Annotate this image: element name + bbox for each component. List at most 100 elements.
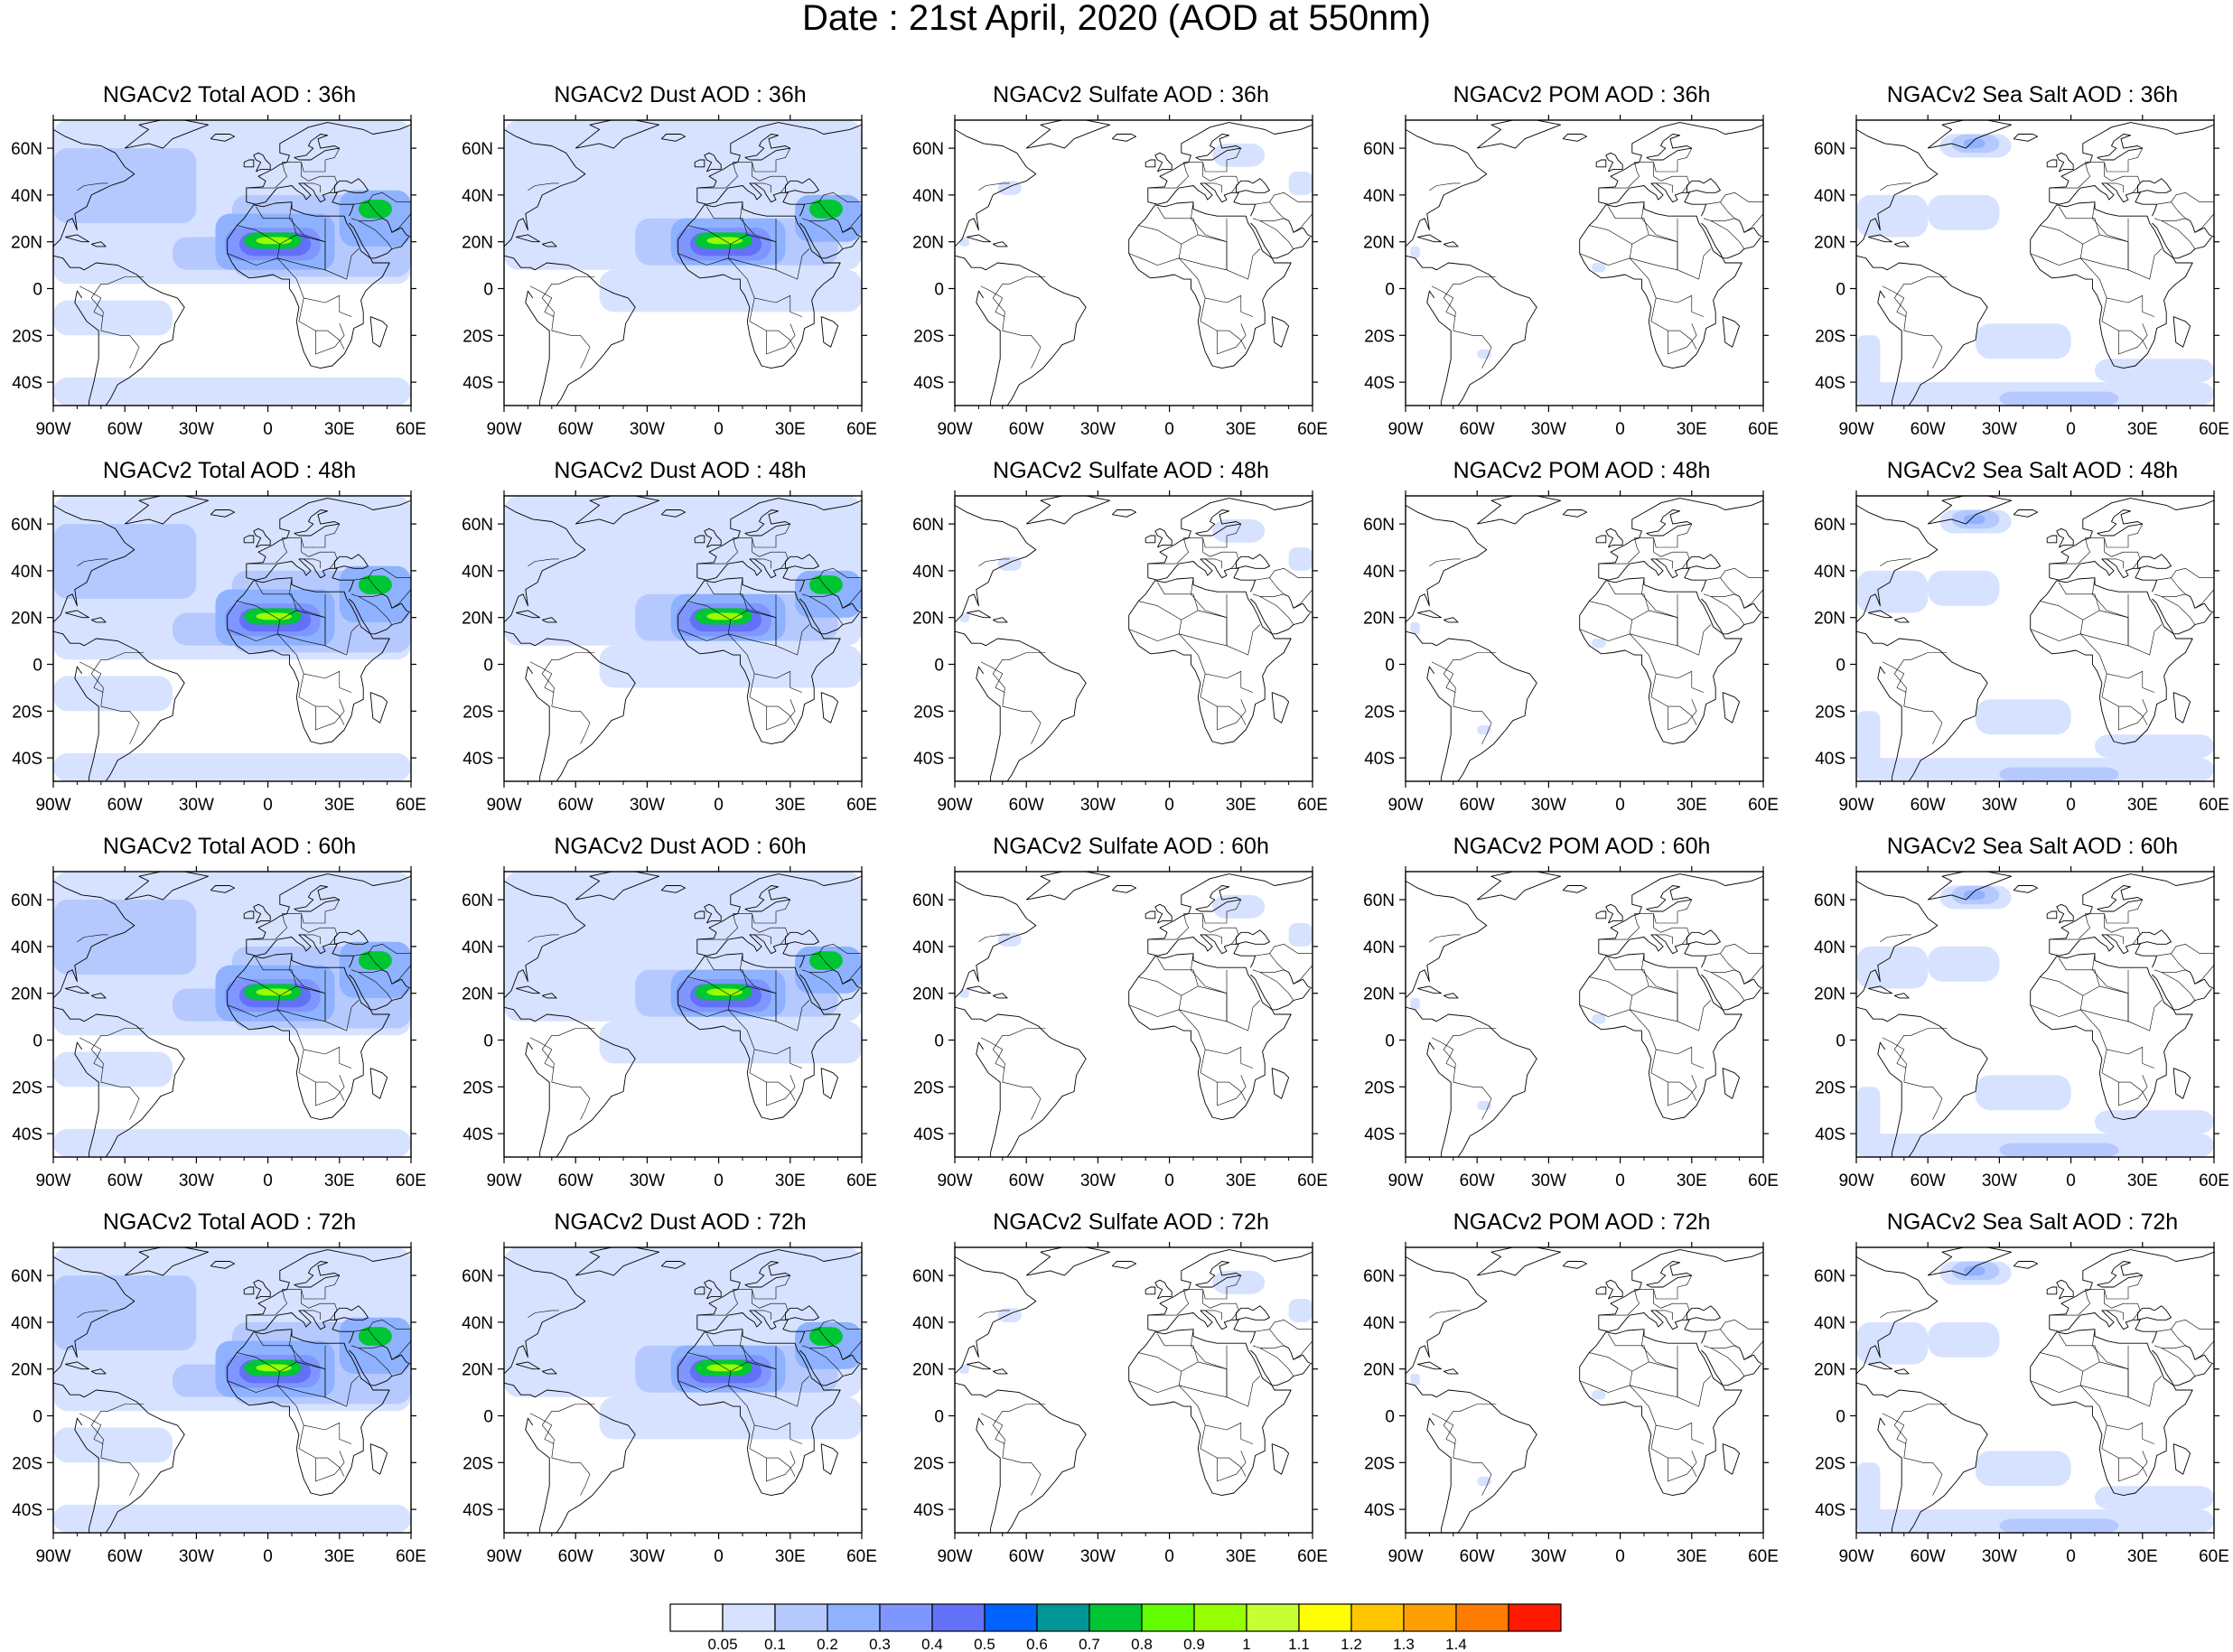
coastline	[1868, 985, 1893, 994]
coastline	[2049, 873, 2214, 954]
aod-region	[599, 269, 862, 313]
aod-region	[997, 181, 1022, 195]
coastlines	[1856, 496, 2214, 781]
lat-tick-label: 40S	[1815, 374, 1845, 393]
aod-shading	[504, 496, 862, 781]
lat-tick-label: 20N	[462, 610, 493, 629]
coastline	[294, 885, 341, 912]
country-border	[1720, 944, 1763, 985]
aod-region	[53, 377, 411, 406]
lon-tick-label: 30E	[1677, 796, 1707, 815]
lat-tick-label: 20S	[12, 1078, 42, 1097]
aod-region	[997, 556, 1022, 571]
coastlines	[955, 496, 1313, 781]
lon-tick-label: 60W	[558, 796, 593, 815]
coastline	[2056, 527, 2074, 548]
aod-region	[1963, 1265, 1985, 1276]
coastline	[65, 234, 90, 243]
map-frame	[503, 495, 863, 782]
coastline	[246, 122, 411, 202]
coastline	[1195, 1261, 1242, 1288]
country-border	[1147, 899, 1242, 940]
coastline	[65, 1361, 90, 1370]
map-panel-seasalt-36h: NGACv2 Sea Salt AOD : 36h 90W 60W 30W 0 30E 60…	[1803, 81, 2233, 452]
country-border	[276, 620, 352, 693]
country-border	[301, 913, 338, 945]
aod-region	[1999, 767, 2119, 781]
coastline	[53, 1006, 185, 1157]
lon-tick-label: 60E	[1297, 1171, 1328, 1190]
coastline	[53, 129, 135, 247]
coastline	[2185, 593, 2214, 613]
country-border	[1677, 1345, 1712, 1407]
colorbar-box	[1298, 1603, 1352, 1632]
coastline	[820, 1068, 839, 1099]
country-border	[1653, 1289, 1690, 1321]
map-frame	[1405, 1246, 1764, 1534]
country-border	[1453, 1081, 1492, 1120]
country-border	[1002, 1081, 1042, 1120]
aod-map: 90W 60W 30W 0 30E 60E 60N 40N 20N 0 20S 40S	[1814, 1242, 2229, 1566]
aod-region	[1477, 1100, 1492, 1111]
coastline	[349, 222, 409, 259]
coastline	[1406, 881, 1488, 999]
colorbar-label: 0.9	[1183, 1636, 1205, 1652]
colorbar-box	[1455, 1603, 1509, 1632]
coastline	[227, 1329, 390, 1497]
lon-tick-label: 90W	[1838, 1547, 1873, 1566]
colorbar-box	[1246, 1603, 1300, 1632]
coastline	[2152, 974, 2212, 1011]
country-border	[1677, 218, 1712, 280]
coastline	[2046, 910, 2058, 919]
panel-title: NGACv2 Sulfate AOD : 36h	[993, 82, 1269, 107]
country-border	[2171, 944, 2214, 985]
lat-tick-label: 60N	[1363, 516, 1395, 535]
coastline	[993, 617, 1008, 623]
coastline	[253, 152, 271, 173]
coastline	[799, 222, 860, 259]
country-border	[1641, 953, 1678, 994]
panel-title: NGACv2 Dust AOD : 72h	[554, 1209, 807, 1235]
country-border	[1431, 1413, 1456, 1444]
coastline	[744, 885, 791, 912]
country-border	[551, 330, 591, 369]
lat-tick-label: 40S	[1364, 374, 1395, 393]
lat-tick-label: 60N	[1363, 140, 1395, 159]
panel-title: NGACv2 Sea Salt AOD : 72h	[1886, 1209, 2179, 1235]
coastline	[1426, 1417, 1452, 1533]
lon-tick-label: 0	[1615, 1547, 1625, 1566]
country-border	[749, 673, 796, 725]
lon-tick-label: 60E	[846, 420, 877, 439]
lat-tick-label: 40S	[462, 1125, 493, 1144]
coastline	[1236, 929, 1270, 945]
coastline	[2013, 1261, 2039, 1269]
lat-tick-label: 20N	[1363, 610, 1395, 629]
coastline	[955, 1256, 1037, 1375]
country-border	[541, 1404, 595, 1459]
coastline	[2172, 316, 2191, 348]
aod-region	[358, 575, 392, 594]
map-panel-pom-60h: NGACv2 POM AOD : 60h 90W 60W 30W 0 30E 60E 60N 4…	[1352, 833, 1804, 1203]
coastline	[2056, 152, 2074, 173]
lon-tick-label: 30W	[1531, 1547, 1566, 1566]
lon-tick-label: 30W	[1531, 1171, 1566, 1190]
coastline	[210, 1261, 236, 1269]
coastline	[1406, 255, 1537, 406]
country-border	[368, 192, 411, 233]
lat-tick-label: 0	[33, 1407, 42, 1426]
coastline	[1722, 1443, 1741, 1475]
aod-region	[53, 900, 197, 975]
lat-tick-label: 20N	[912, 610, 944, 629]
lat-tick-label: 40S	[913, 750, 944, 769]
map-panel-total-36h: NGACv2 Total AOD : 36h 90W 60W 30W 0 30E 60E 60…	[0, 81, 452, 452]
aod-region	[53, 300, 173, 336]
coastline	[246, 934, 355, 968]
country-border	[1641, 577, 1678, 618]
country-border	[289, 953, 326, 994]
country-border	[775, 1345, 810, 1407]
colorbar-label: 0.6	[1026, 1636, 1048, 1652]
lat-tick-label: 40N	[1363, 938, 1395, 957]
country-border	[754, 182, 772, 193]
map-panel-sulfate-72h: NGACv2 Sulfate AOD : 72h 90W 60W 30W 0 30E 60E…	[902, 1209, 1353, 1579]
coastline	[1250, 974, 1311, 1011]
